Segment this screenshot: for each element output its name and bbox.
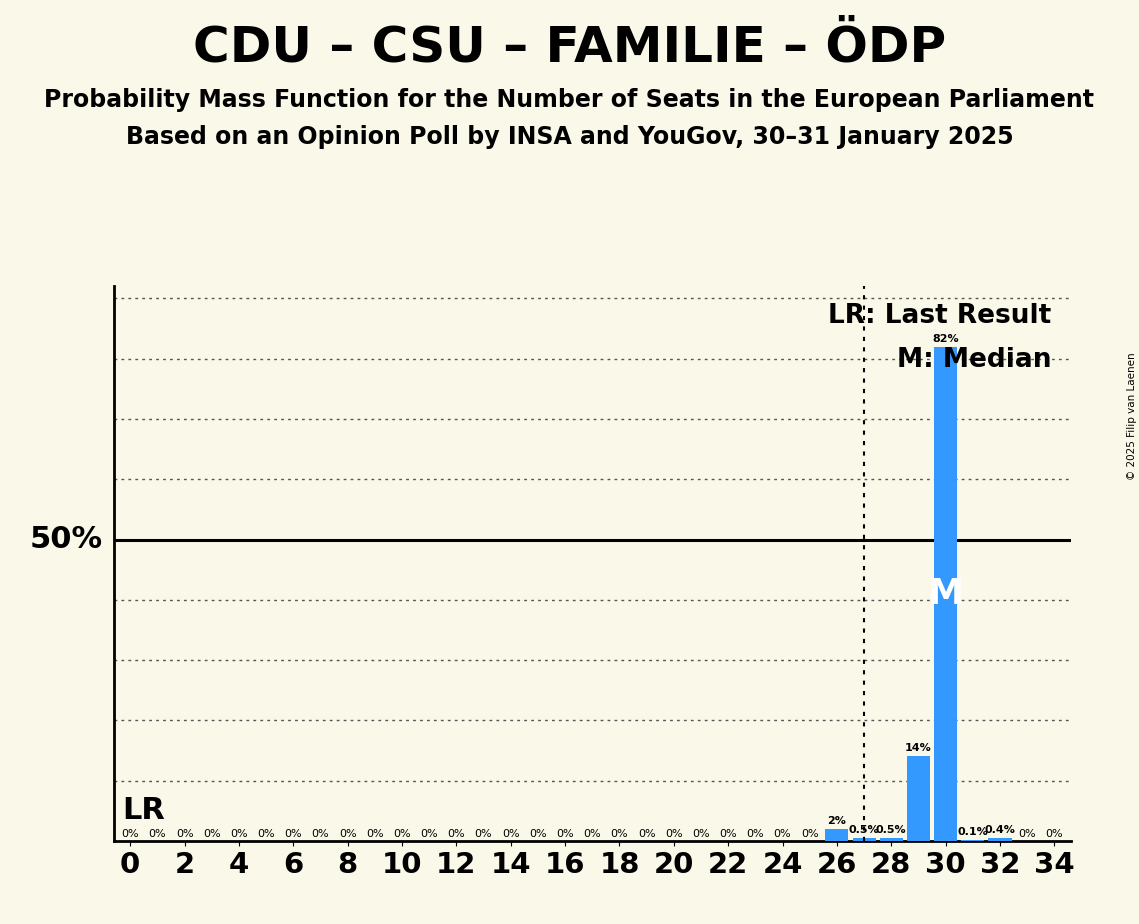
Text: 0%: 0% [746,829,764,839]
Text: 0%: 0% [1046,829,1063,839]
Text: 0%: 0% [285,829,302,839]
Text: M: Median: M: Median [898,347,1051,373]
Bar [989,838,1011,841]
Text: 0%: 0% [773,829,792,839]
Text: 82%: 82% [933,334,959,344]
Text: 0%: 0% [122,829,139,839]
Text: LR: LR [122,796,165,825]
Text: 0%: 0% [693,829,710,839]
Text: 0.1%: 0.1% [958,827,989,837]
Text: 0%: 0% [203,829,221,839]
Text: 0%: 0% [420,829,439,839]
Text: 0.5%: 0.5% [876,825,907,834]
Text: 0%: 0% [556,829,574,839]
Text: 0%: 0% [175,829,194,839]
Text: 2%: 2% [827,816,846,826]
Text: 0%: 0% [502,829,519,839]
Text: 0%: 0% [611,829,629,839]
Text: 0.4%: 0.4% [984,825,1016,835]
Text: 0%: 0% [583,829,601,839]
Bar [934,346,957,841]
Bar [879,838,903,841]
Text: 0%: 0% [312,829,329,839]
Text: 0%: 0% [1018,829,1036,839]
Text: 0%: 0% [366,829,384,839]
Text: Probability Mass Function for the Number of Seats in the European Parliament: Probability Mass Function for the Number… [44,88,1095,112]
Text: M: M [927,577,964,611]
Text: 0%: 0% [338,829,357,839]
Text: 0%: 0% [530,829,547,839]
Text: 14%: 14% [906,744,932,753]
Text: 0%: 0% [257,829,274,839]
Bar [826,829,849,841]
Text: Based on an Opinion Poll by INSA and YouGov, 30–31 January 2025: Based on an Opinion Poll by INSA and You… [125,125,1014,149]
Text: 0%: 0% [393,829,411,839]
Text: 0%: 0% [801,829,819,839]
Text: 0.5%: 0.5% [849,825,879,834]
Text: 0%: 0% [665,829,682,839]
Text: 0%: 0% [448,829,465,839]
Text: 0%: 0% [148,829,166,839]
Text: 0%: 0% [475,829,492,839]
Text: LR: Last Result: LR: Last Result [828,303,1051,329]
Bar [852,838,876,841]
Text: 50%: 50% [30,525,103,554]
Text: CDU – CSU – FAMILIE – ÖDP: CDU – CSU – FAMILIE – ÖDP [192,23,947,71]
Text: 0%: 0% [230,829,248,839]
Text: 0%: 0% [720,829,737,839]
Text: 0%: 0% [638,829,655,839]
Text: © 2025 Filip van Laenen: © 2025 Filip van Laenen [1126,352,1137,480]
Bar [907,757,931,841]
